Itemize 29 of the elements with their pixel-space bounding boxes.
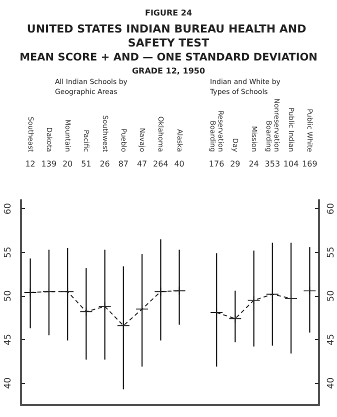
y-tick-label: 45 xyxy=(4,334,14,346)
chart-title: UNITED STATES INDIAN BUREAU HEALTH AND SAFETY TEST xyxy=(26,22,310,50)
y-tick-label: 50 xyxy=(4,290,14,302)
text: 104 xyxy=(283,160,299,168)
text: 26 xyxy=(100,160,110,168)
y2-tick-label: 50 xyxy=(326,290,336,302)
y2-tick-label: 60 xyxy=(326,202,336,214)
text: 169 xyxy=(302,160,318,168)
chart-subtitle: MEAN SCORE + AND — ONE STANDARD DEVIATION xyxy=(20,52,318,64)
y2-tick-label: 55 xyxy=(326,246,336,258)
text: 24 xyxy=(248,160,259,168)
text: 51 xyxy=(81,160,92,168)
text: 47 xyxy=(136,160,148,168)
y-tick-label: 55 xyxy=(4,246,14,258)
text: 139 xyxy=(41,160,57,168)
text: 87 xyxy=(118,160,129,168)
y-tick-label: 40 xyxy=(4,377,14,389)
y-tick-label: 60 xyxy=(4,202,14,214)
text: 264 xyxy=(153,160,168,168)
caption: FIGURE 24 xyxy=(144,8,192,18)
text: 12 xyxy=(25,160,36,168)
y2-tick-label: 45 xyxy=(326,334,336,346)
text: 176 xyxy=(208,160,224,168)
y2-tick-label: 40 xyxy=(326,377,336,389)
text: 40 xyxy=(174,160,184,168)
text: 20 xyxy=(62,160,73,168)
text: 353 xyxy=(264,160,280,168)
text: 29 xyxy=(230,160,240,168)
text: GRADE 12, 1950 xyxy=(132,66,206,76)
